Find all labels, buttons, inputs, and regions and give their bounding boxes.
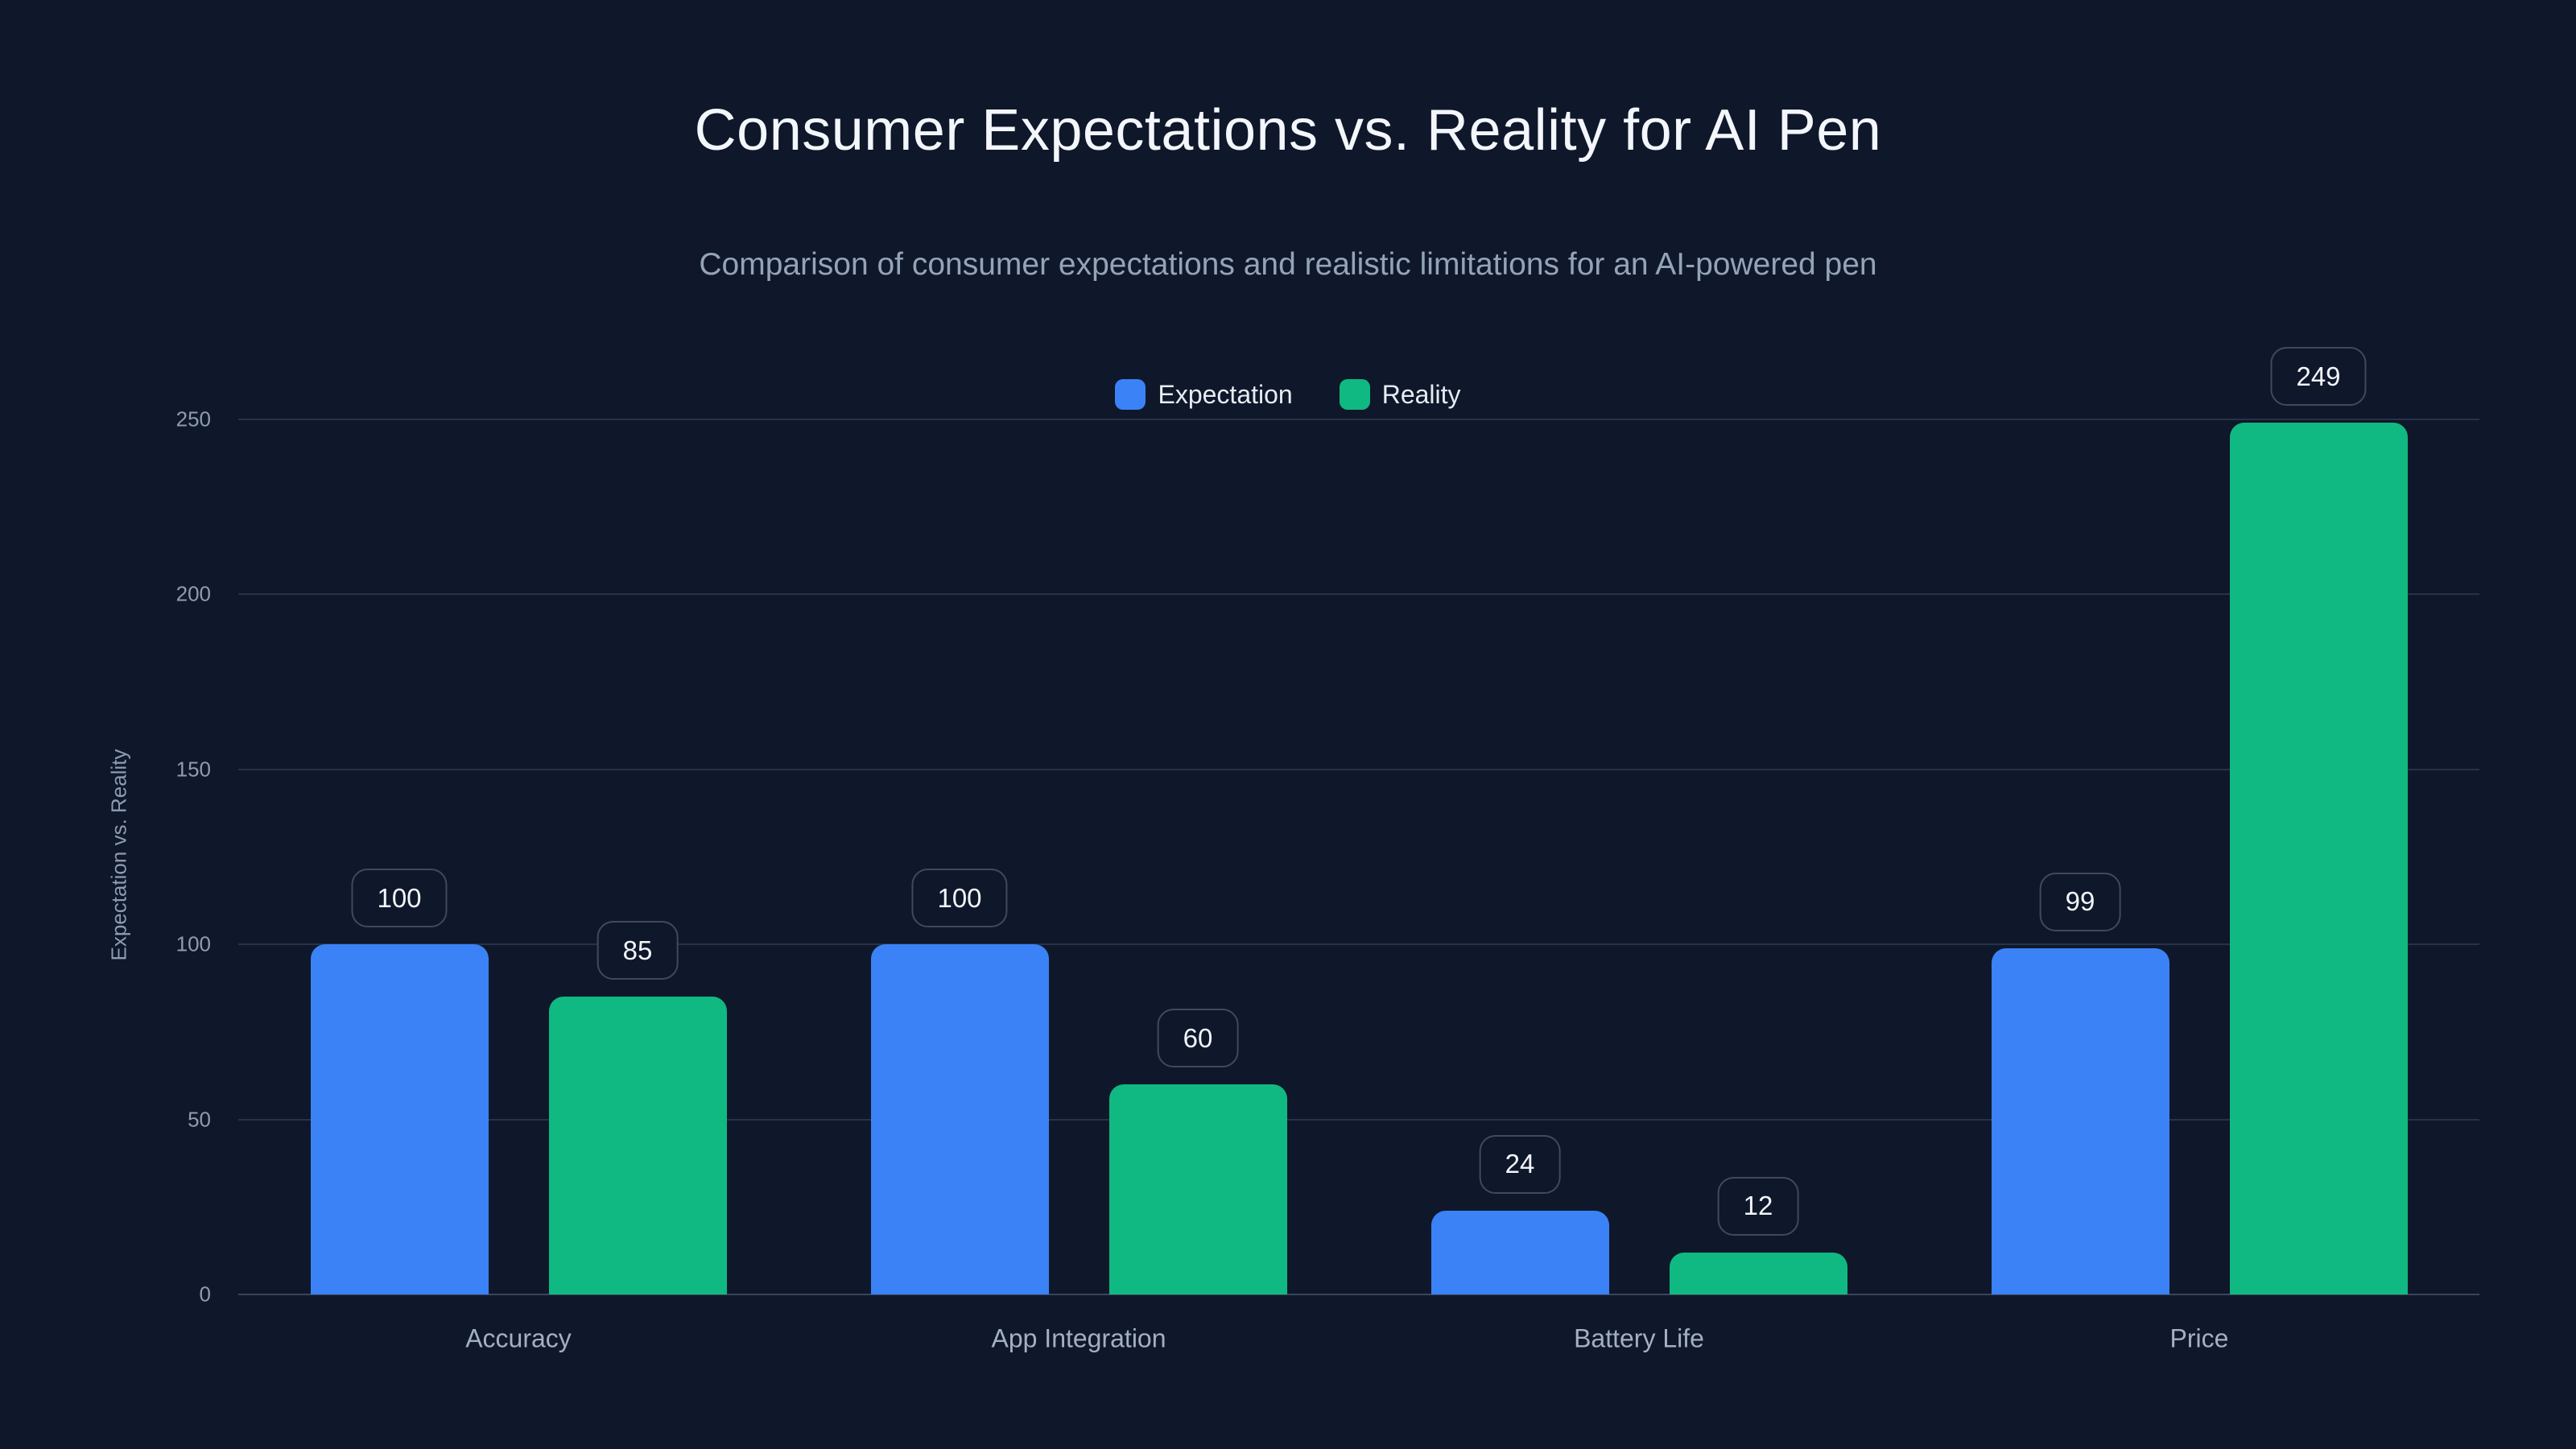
bar-reality-price: [2229, 423, 2408, 1294]
value-label-expectation-battery-life: 24: [1479, 1134, 1561, 1194]
bar-reality-app-integration: [1108, 1084, 1287, 1294]
y-tick-label-150: 150: [175, 757, 211, 782]
gridline-200: [238, 593, 2479, 596]
bar-reality-battery-life: [1669, 1252, 1847, 1294]
gridline-250: [238, 419, 2479, 420]
chart-subtitle: Comparison of consumer expectations and …: [699, 247, 1877, 282]
legend-swatch-expectation-icon: [1115, 379, 1146, 410]
legend: Expectation Reality: [0, 379, 2576, 410]
legend-label-reality: Reality: [1381, 379, 1461, 409]
bar-reality-accuracy: [548, 997, 727, 1294]
y-tick-label-200: 200: [175, 581, 211, 606]
legend-label-expectation: Expectation: [1158, 379, 1293, 409]
y-tick-label-0: 0: [199, 1282, 211, 1307]
y-tick-label-50: 50: [188, 1107, 211, 1132]
category-label-battery-life: Battery Life: [1574, 1323, 1704, 1353]
bar-expectation-price: [1991, 947, 2169, 1294]
gridline-150: [238, 768, 2479, 770]
value-label-expectation-app-integration: 100: [911, 869, 1008, 928]
y-tick-label-250: 250: [175, 407, 211, 431]
value-label-reality-accuracy: 85: [597, 921, 679, 980]
category-label-price: Price: [2169, 1323, 2229, 1353]
value-label-reality-battery-life: 12: [1717, 1176, 1799, 1236]
gridline-0: [238, 1294, 2479, 1295]
bar-expectation-accuracy: [310, 944, 489, 1294]
gridline-100: [238, 943, 2479, 946]
value-label-expectation-accuracy: 100: [351, 869, 448, 928]
value-label-reality-app-integration: 60: [1157, 1009, 1239, 1068]
chart-title: Consumer Expectations vs. Reality for AI…: [694, 98, 1882, 163]
legend-item-expectation[interactable]: Expectation: [1115, 379, 1293, 410]
bar-expectation-app-integration: [870, 944, 1049, 1294]
category-label-accuracy: Accuracy: [465, 1323, 572, 1353]
legend-item-reality[interactable]: Reality: [1339, 379, 1461, 410]
value-label-reality-price: 249: [2270, 347, 2367, 407]
category-label-app-integration: App Integration: [991, 1323, 1166, 1353]
plot-area: 100 85 100 60 24 12 99 249: [238, 347, 2479, 1295]
gridline-50: [238, 1118, 2479, 1121]
legend-swatch-reality-icon: [1339, 379, 1370, 410]
value-label-expectation-price: 99: [2039, 872, 2121, 931]
y-tick-label-100: 100: [175, 931, 211, 956]
bar-expectation-battery-life: [1430, 1210, 1609, 1294]
